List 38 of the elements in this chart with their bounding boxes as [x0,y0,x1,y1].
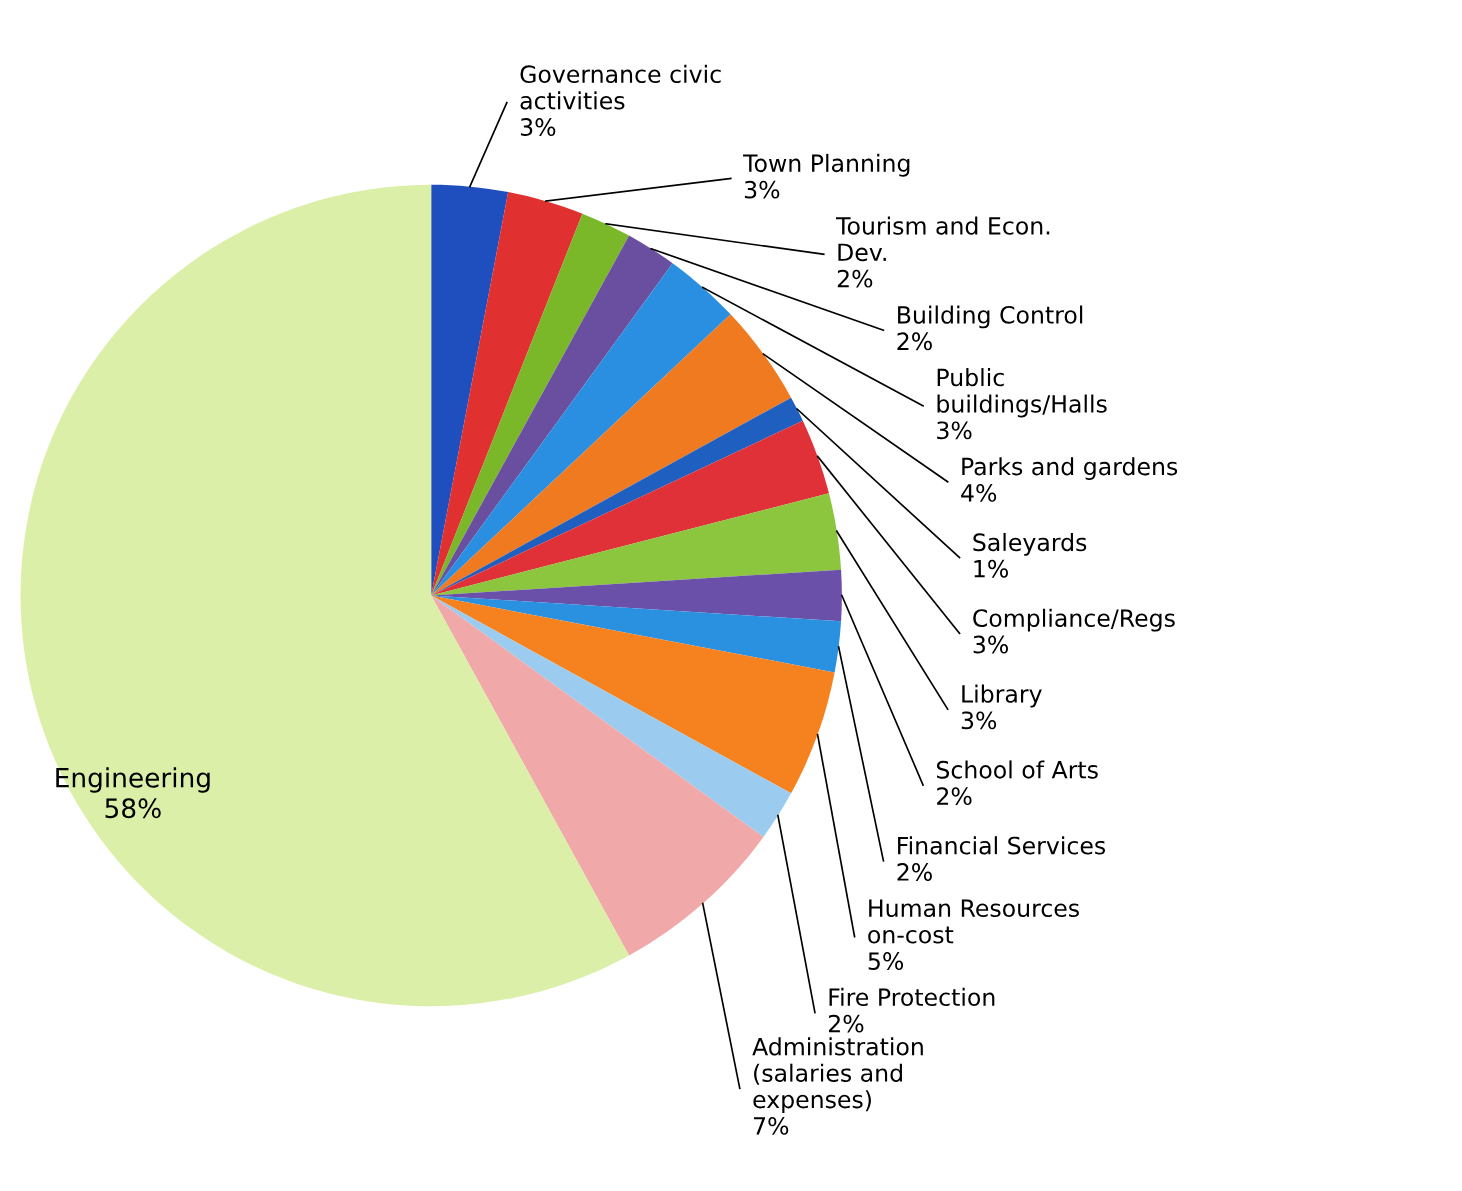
pie-slice [431,263,731,596]
slice-label: Library [962,684,1042,708]
data-label: 2% [897,332,932,351]
slice-label: Saleyards [973,532,1087,556]
data-label: 2% [897,863,932,881]
slice-label: Human Resources on-cost [868,899,1079,944]
slice-label: Engineering [56,767,210,793]
data-label: 4% [961,483,997,502]
slice-label: Fire Protection [829,987,995,1007]
data-label: 2% [937,787,972,806]
pie-slice [431,314,792,596]
slice-label: Town Planning [743,153,910,177]
data-label: 58% [105,798,161,819]
data-label: 5% [868,952,904,970]
pie-slice [431,595,835,794]
slice-label: Administration (salaries and expenses) [752,1037,923,1113]
data-label: 3% [520,118,556,136]
slice-label: Tourism and Econ. Dev. [836,216,1050,262]
data-label: 1% [974,559,1008,578]
pie-slice [431,595,764,956]
slice-label: Financial Services [898,836,1106,855]
pie-slice [431,184,509,596]
slice-label: Governance civic activities [520,64,721,110]
pie-slice [431,213,630,596]
slice-label: School of Arts [936,760,1098,779]
pie-slice [431,595,792,837]
slice-label: Parks and gardens [962,457,1178,480]
data-label: 3% [744,180,780,199]
pie-slice [20,184,630,1007]
slice-label: Compliance/Regs [973,608,1175,632]
data-label: 7% [754,1116,789,1135]
data-label: 2% [837,269,873,288]
slice-label: Public buildings/Halls [937,368,1107,418]
data-label: 3% [973,635,1008,654]
data-label: 2% [828,1014,864,1033]
slice-label: Building Control [898,305,1083,329]
data-label: 3% [937,421,972,440]
data-label: 3% [961,711,997,730]
